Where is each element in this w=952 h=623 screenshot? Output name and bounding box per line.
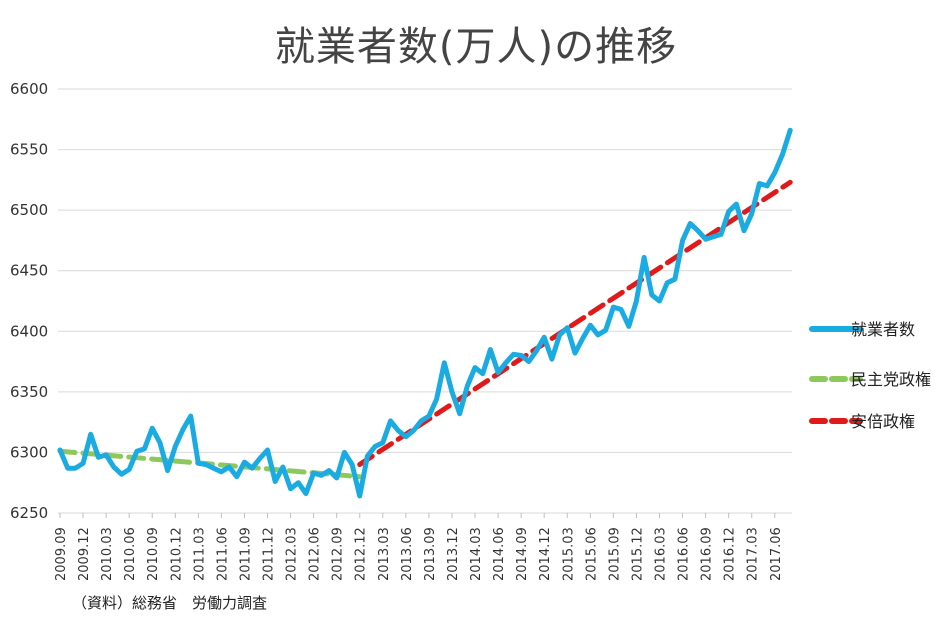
x-axis: 2009.09 2009.12 2010.03 2010.06 2010.09 2010.… [54,513,784,581]
xtick-label: 2015.09 [607,527,622,581]
xtick-label: 2013.03 [377,527,392,581]
xtick-label: 2017.06 [769,527,784,581]
xtick-label: 2013.09 [423,527,438,581]
xtick-label: 2016.09 [700,527,715,581]
xtick-label: 2010.06 [123,527,138,581]
xtick-label: 2014.12 [538,527,553,581]
xtick-label: 2012.12 [354,527,369,581]
xtick-label: 2011.03 [192,527,207,581]
ytick-label: 6350 [10,383,48,401]
legend-label: 就業者数 [851,320,915,339]
xtick-label: 2016.06 [677,527,692,581]
xtick-label: 2017.03 [746,527,761,581]
ytick-label: 6500 [10,201,48,219]
xtick-label: 2015.03 [561,527,576,581]
xtick-label: 2015.12 [630,527,645,581]
source-note: （資料）総務省 労働力調査 [72,594,268,612]
xtick-label: 2011.12 [262,527,277,581]
series-line-0 [57,127,793,499]
xtick-label: 2012.09 [331,527,346,581]
gridlines [58,88,792,514]
xtick-label: 2015.06 [584,527,599,581]
chart-title: 就業者数(万人)の推移 [274,24,678,70]
ytick-label: 6550 [10,141,48,159]
xtick-label: 2014.06 [492,527,507,581]
xtick-label: 2014.03 [469,527,484,581]
xtick-label: 2010.03 [100,527,115,581]
xtick-label: 2013.06 [400,527,415,581]
xtick-label: 2014.09 [515,527,530,581]
xtick-label: 2012.03 [285,527,300,581]
legend-label: 安倍政権 [851,412,915,431]
xtick-label: 2010.09 [146,527,161,581]
ytick-label: 6600 [10,80,48,98]
xtick-label: 2016.03 [653,527,668,581]
ytick-label: 6400 [10,322,48,340]
xtick-label: 2016.12 [723,527,738,581]
ytick-label: 6250 [10,504,48,522]
xtick-label: 2011.06 [215,527,230,581]
y-axis: 6250 6300 6350 6400 6450 6500 6550 6600 [10,80,48,522]
xtick-label: 2010.12 [169,527,184,581]
ytick-label: 6450 [10,262,48,280]
ytick-label: 6300 [10,443,48,461]
xtick-label: 2011.09 [238,527,253,581]
xtick-label: 2009.09 [54,527,69,581]
xtick-label: 2013.12 [446,527,461,581]
legend-label: 民主党政権 [851,370,931,389]
series-layer [57,127,793,499]
series-line-2 [357,179,793,467]
xtick-label: 2012.06 [308,527,323,581]
xtick-label: 2009.12 [77,527,92,581]
